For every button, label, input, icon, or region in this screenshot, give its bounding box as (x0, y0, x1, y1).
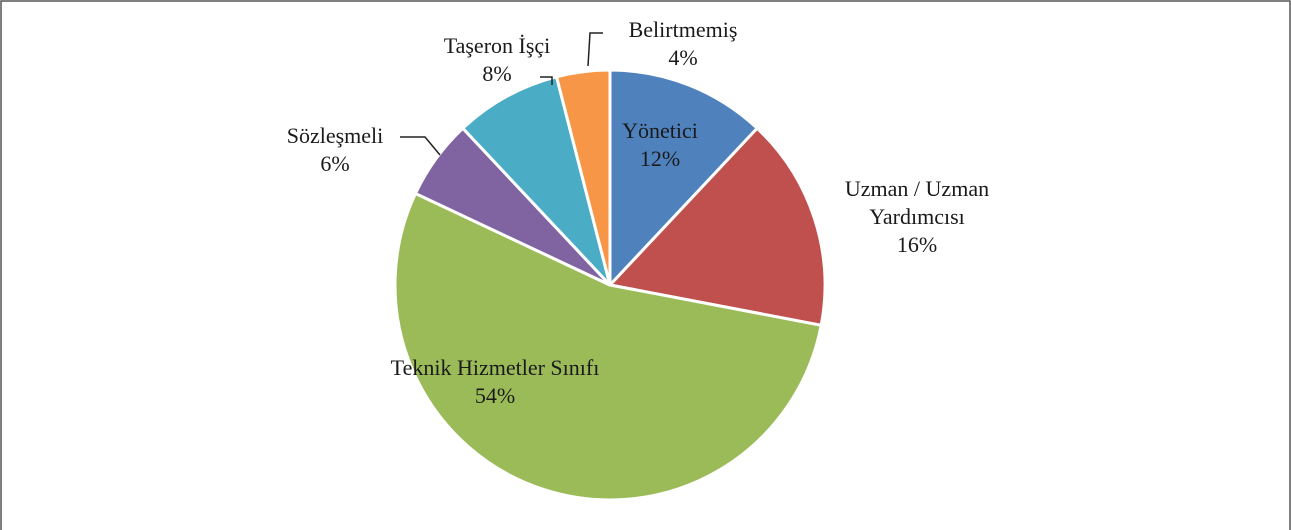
category-label: Taşeron İşçi (443, 33, 551, 58)
leader-line (400, 136, 441, 156)
pie-slice (607, 126, 827, 328)
value-label: 6% (320, 151, 350, 176)
value-label: 54% (474, 383, 516, 408)
value-label: 16% (896, 232, 938, 257)
pie-slice (608, 68, 760, 289)
leader-line (540, 76, 553, 85)
pie-slice (393, 191, 823, 502)
pie-slice (554, 68, 612, 286)
category-label: Teknik Hizmetler Sınıfı (390, 355, 600, 380)
value-label: 4% (668, 45, 698, 70)
slice-label: Yönetici 12% (622, 117, 698, 173)
value-label: 12% (639, 146, 681, 171)
pie-slice (460, 74, 612, 287)
category-label: Yönetici (622, 118, 698, 143)
slice-label: Uzman / Uzman Yardımcısı 16% (817, 175, 1017, 259)
leader-line (587, 32, 603, 67)
slice-label: Belirtmemiş 4% (629, 16, 738, 72)
slice-label: Teknik Hizmetler Sınıfı 54% (385, 354, 605, 410)
category-label: Uzman / Uzman Yardımcısı (844, 176, 990, 229)
category-label: Sözleşmeli (286, 123, 384, 148)
slice-label: Sözleşmeli 6% (287, 122, 384, 178)
value-label: 8% (482, 61, 512, 86)
category-label: Belirtmemiş (628, 17, 738, 42)
slice-label: Taşeron İşçi 8% (444, 32, 551, 88)
